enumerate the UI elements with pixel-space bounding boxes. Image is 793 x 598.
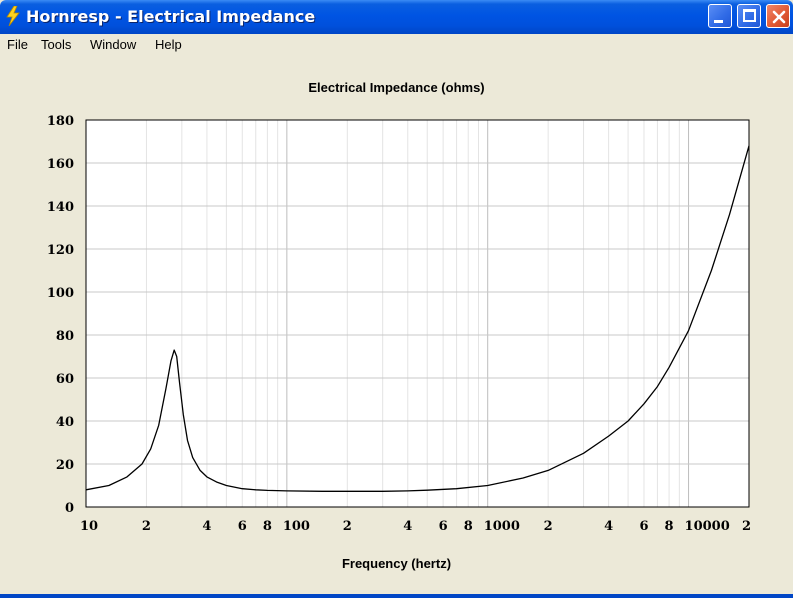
minimize-button[interactable] xyxy=(708,4,732,28)
menu-bar: File Tools Window Help xyxy=(0,34,793,56)
window-bottom-border xyxy=(0,594,793,598)
y-tick-label: 40 xyxy=(56,415,74,430)
impedance-curve xyxy=(85,145,750,492)
menu-file[interactable]: File xyxy=(7,37,28,52)
y-tick-label: 20 xyxy=(56,458,74,473)
plot-area xyxy=(86,120,749,507)
x-tick-label: 4 xyxy=(202,519,211,534)
y-tick-label: 100 xyxy=(47,286,74,301)
x-tick-label: 1000 xyxy=(484,519,520,534)
x-tick-label: 8 xyxy=(263,519,272,534)
title-bar[interactable]: Hornresp - Electrical Impedance xyxy=(0,0,793,34)
x-tick-label: 2 xyxy=(544,519,553,534)
x-tick-label: 6 xyxy=(639,519,648,534)
y-tick-label: 0 xyxy=(65,501,74,516)
y-tick-label: 180 xyxy=(47,114,74,129)
x-tick-label: 8 xyxy=(464,519,473,534)
x-tick-label: 2 xyxy=(343,519,352,534)
close-button[interactable] xyxy=(766,4,790,28)
y-tick-label: 140 xyxy=(47,200,74,215)
x-tick-label: 2 xyxy=(142,519,151,534)
y-tick-label: 160 xyxy=(47,157,74,172)
lightning-bolt-icon xyxy=(6,6,20,26)
x-tick-label: 10 xyxy=(80,519,98,534)
plot-frame xyxy=(85,119,750,508)
x-axis-label: Frequency (hertz) xyxy=(341,556,452,571)
maximize-button[interactable] xyxy=(737,4,761,28)
window-title: Hornresp - Electrical Impedance xyxy=(26,7,316,26)
y-tick-label: 80 xyxy=(56,329,74,344)
x-tick-label: 4 xyxy=(403,519,412,534)
x-tick-label: 10000 xyxy=(685,519,730,534)
x-tick-label: 2 xyxy=(742,519,751,534)
y-tick-label: 60 xyxy=(56,372,74,387)
x-tick-label: 4 xyxy=(604,519,613,534)
close-icon xyxy=(772,10,786,24)
chart-title: Electrical Impedance (ohms) xyxy=(308,80,485,95)
x-tick-label: 8 xyxy=(665,519,674,534)
menu-tools[interactable]: Tools xyxy=(41,37,72,52)
x-tick-label: 100 xyxy=(283,519,310,534)
x-tick-label: 6 xyxy=(439,519,448,534)
menu-help[interactable]: Help xyxy=(155,37,182,52)
y-tick-label: 120 xyxy=(47,243,74,258)
menu-window[interactable]: Window xyxy=(90,37,137,52)
minimize-icon xyxy=(714,20,723,23)
x-tick-label: 6 xyxy=(238,519,247,534)
maximize-icon xyxy=(743,9,756,22)
